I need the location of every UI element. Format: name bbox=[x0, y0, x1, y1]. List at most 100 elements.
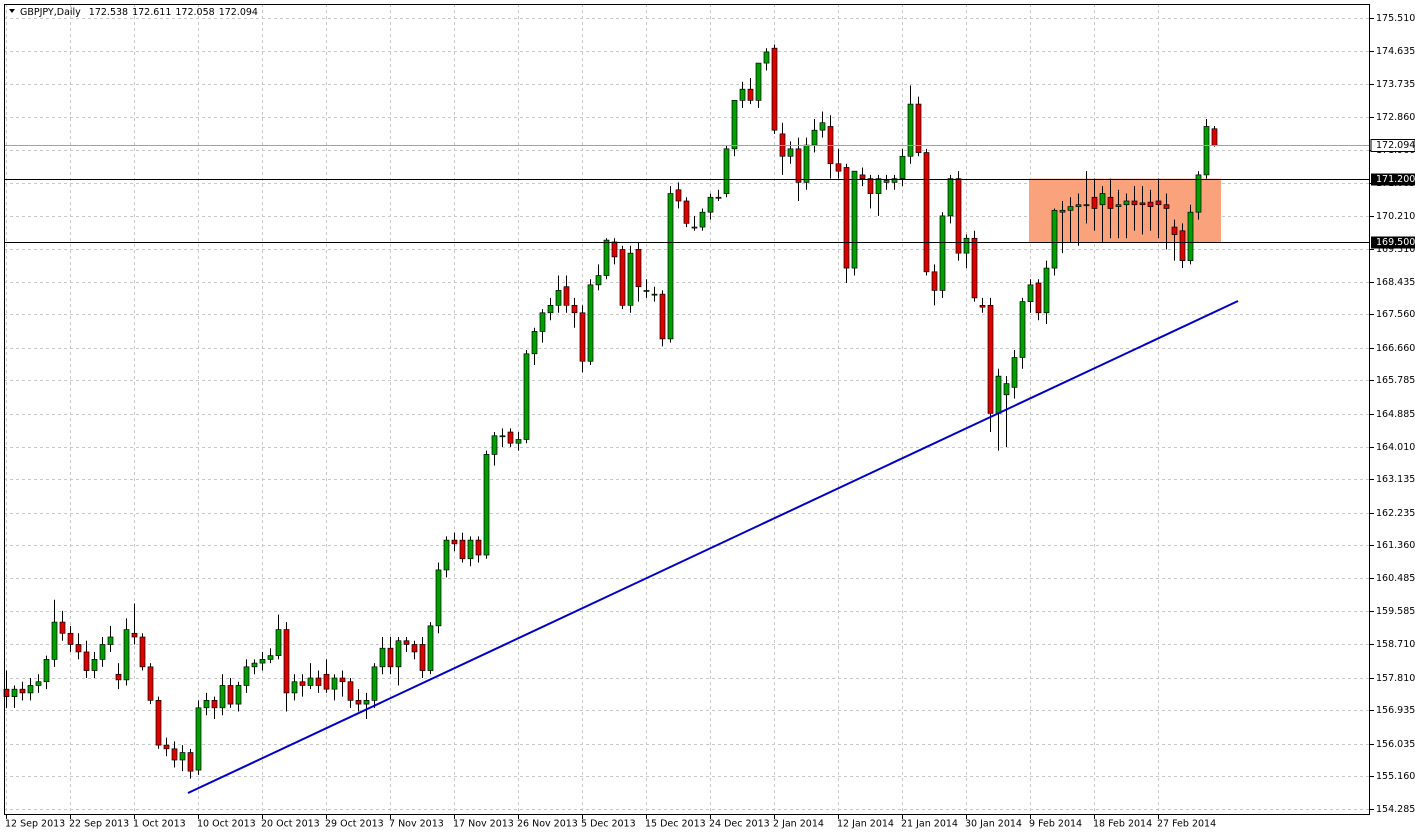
candle-body bbox=[731, 100, 738, 150]
candle-body bbox=[363, 700, 370, 705]
candle-body bbox=[435, 569, 442, 627]
candle-body bbox=[859, 174, 866, 179]
x-tick-label: 21 Jan 2014 bbox=[901, 819, 958, 830]
candle-body bbox=[1147, 201, 1154, 207]
candle-body bbox=[443, 539, 450, 571]
candle-body bbox=[683, 200, 690, 224]
candle-body bbox=[155, 700, 162, 746]
candle-body bbox=[851, 170, 858, 269]
candle-body bbox=[1059, 209, 1066, 213]
candle-body bbox=[1131, 200, 1138, 206]
candle-body bbox=[811, 129, 818, 146]
candle-body bbox=[1179, 230, 1186, 261]
candle-body bbox=[1027, 284, 1034, 302]
candle-body bbox=[883, 180, 890, 183]
y-tick-label: 161.360 bbox=[1376, 540, 1415, 551]
candle-body bbox=[635, 249, 642, 288]
candle-body bbox=[515, 439, 522, 444]
level-label: 171.200 bbox=[1376, 174, 1415, 185]
candle-body bbox=[539, 312, 546, 332]
y-tick-label: 172.860 bbox=[1376, 112, 1415, 123]
candle-body bbox=[1003, 383, 1010, 396]
y-tick-label: 166.660 bbox=[1376, 343, 1415, 354]
candle-body bbox=[987, 304, 994, 414]
x-tick-label: 30 Jan 2014 bbox=[965, 819, 1022, 830]
candle-body bbox=[1107, 196, 1114, 209]
header-open: 172.538 bbox=[89, 7, 128, 18]
y-tick-label: 163.135 bbox=[1376, 474, 1415, 485]
x-tick-label: 27 Feb 2014 bbox=[1157, 819, 1216, 830]
y-tick-label: 164.885 bbox=[1376, 409, 1415, 420]
candle-body bbox=[331, 677, 338, 690]
level-label-bg bbox=[1371, 173, 1415, 186]
y-tick-label: 164.010 bbox=[1376, 442, 1415, 453]
x-tick-label: 9 Feb 2014 bbox=[1029, 819, 1082, 830]
candle-body bbox=[1083, 204, 1090, 207]
header-high: 172.611 bbox=[132, 7, 171, 18]
candle-body bbox=[355, 700, 362, 705]
candle-body bbox=[699, 211, 706, 228]
candle-body bbox=[403, 640, 410, 645]
candle-body bbox=[1067, 206, 1074, 211]
y-tick-label: 154.285 bbox=[1376, 804, 1415, 815]
candle-body bbox=[467, 539, 474, 560]
candle-body bbox=[1115, 204, 1122, 207]
candle-body bbox=[227, 685, 234, 705]
candle-body bbox=[235, 685, 242, 705]
candle-body bbox=[51, 621, 58, 660]
candle-body bbox=[1075, 204, 1082, 207]
candle-body bbox=[147, 666, 154, 701]
candle-body bbox=[379, 647, 386, 668]
candle-body bbox=[139, 636, 146, 668]
candle-body bbox=[203, 700, 210, 709]
candle-body bbox=[915, 103, 922, 153]
candle-body bbox=[475, 539, 482, 556]
header: GBPJPY,Daily 172.538 172.611 172.058 172.094 bbox=[20, 7, 258, 18]
candle-body bbox=[43, 659, 50, 683]
candle-body bbox=[891, 178, 898, 183]
candle-body bbox=[523, 353, 530, 440]
candle-body bbox=[939, 215, 946, 291]
candle-body bbox=[1051, 209, 1058, 269]
y-tick-label: 169.310 bbox=[1376, 244, 1415, 255]
level-label: 169.500 bbox=[1376, 237, 1415, 248]
y-tick-label: 174.635 bbox=[1376, 46, 1415, 57]
candle-body bbox=[59, 621, 66, 634]
candle-body bbox=[715, 196, 722, 199]
x-tick-label: 20 Oct 2013 bbox=[261, 819, 320, 830]
candle-body bbox=[955, 178, 962, 254]
candle-body bbox=[979, 304, 986, 308]
candle-body bbox=[491, 435, 498, 455]
candle-body bbox=[507, 431, 514, 444]
candle-body bbox=[571, 304, 578, 314]
candle-body bbox=[27, 685, 34, 694]
y-tick-label: 156.935 bbox=[1376, 705, 1415, 716]
candle-body bbox=[1195, 174, 1202, 213]
candle-body bbox=[275, 629, 282, 656]
candle-body bbox=[371, 666, 378, 701]
candle-body bbox=[315, 677, 322, 686]
candle-body bbox=[643, 290, 650, 292]
candle-body bbox=[795, 148, 802, 183]
candle-body bbox=[755, 62, 762, 101]
y-tick-label: 158.710 bbox=[1376, 639, 1415, 650]
menu-arrow bbox=[9, 9, 15, 13]
candle-body bbox=[171, 748, 178, 761]
candle-body bbox=[1203, 126, 1210, 176]
candle-body bbox=[995, 375, 1002, 414]
candle-body bbox=[907, 103, 914, 157]
x-tick-label: 2 Jan 2014 bbox=[773, 819, 824, 830]
candle-body bbox=[723, 148, 730, 194]
x-tick-label: 29 Oct 2013 bbox=[325, 819, 384, 830]
candle-body bbox=[1155, 200, 1162, 206]
x-tick-label: 22 Sep 2013 bbox=[69, 819, 129, 830]
candle-body bbox=[691, 226, 698, 229]
candles bbox=[3, 44, 1218, 779]
candle-body bbox=[195, 707, 202, 771]
candle-body bbox=[899, 155, 906, 179]
last-price-bg bbox=[1370, 139, 1415, 152]
y-tick-label: 159.585 bbox=[1376, 606, 1415, 617]
candle-body bbox=[387, 647, 394, 668]
trend-line bbox=[187, 300, 1239, 794]
